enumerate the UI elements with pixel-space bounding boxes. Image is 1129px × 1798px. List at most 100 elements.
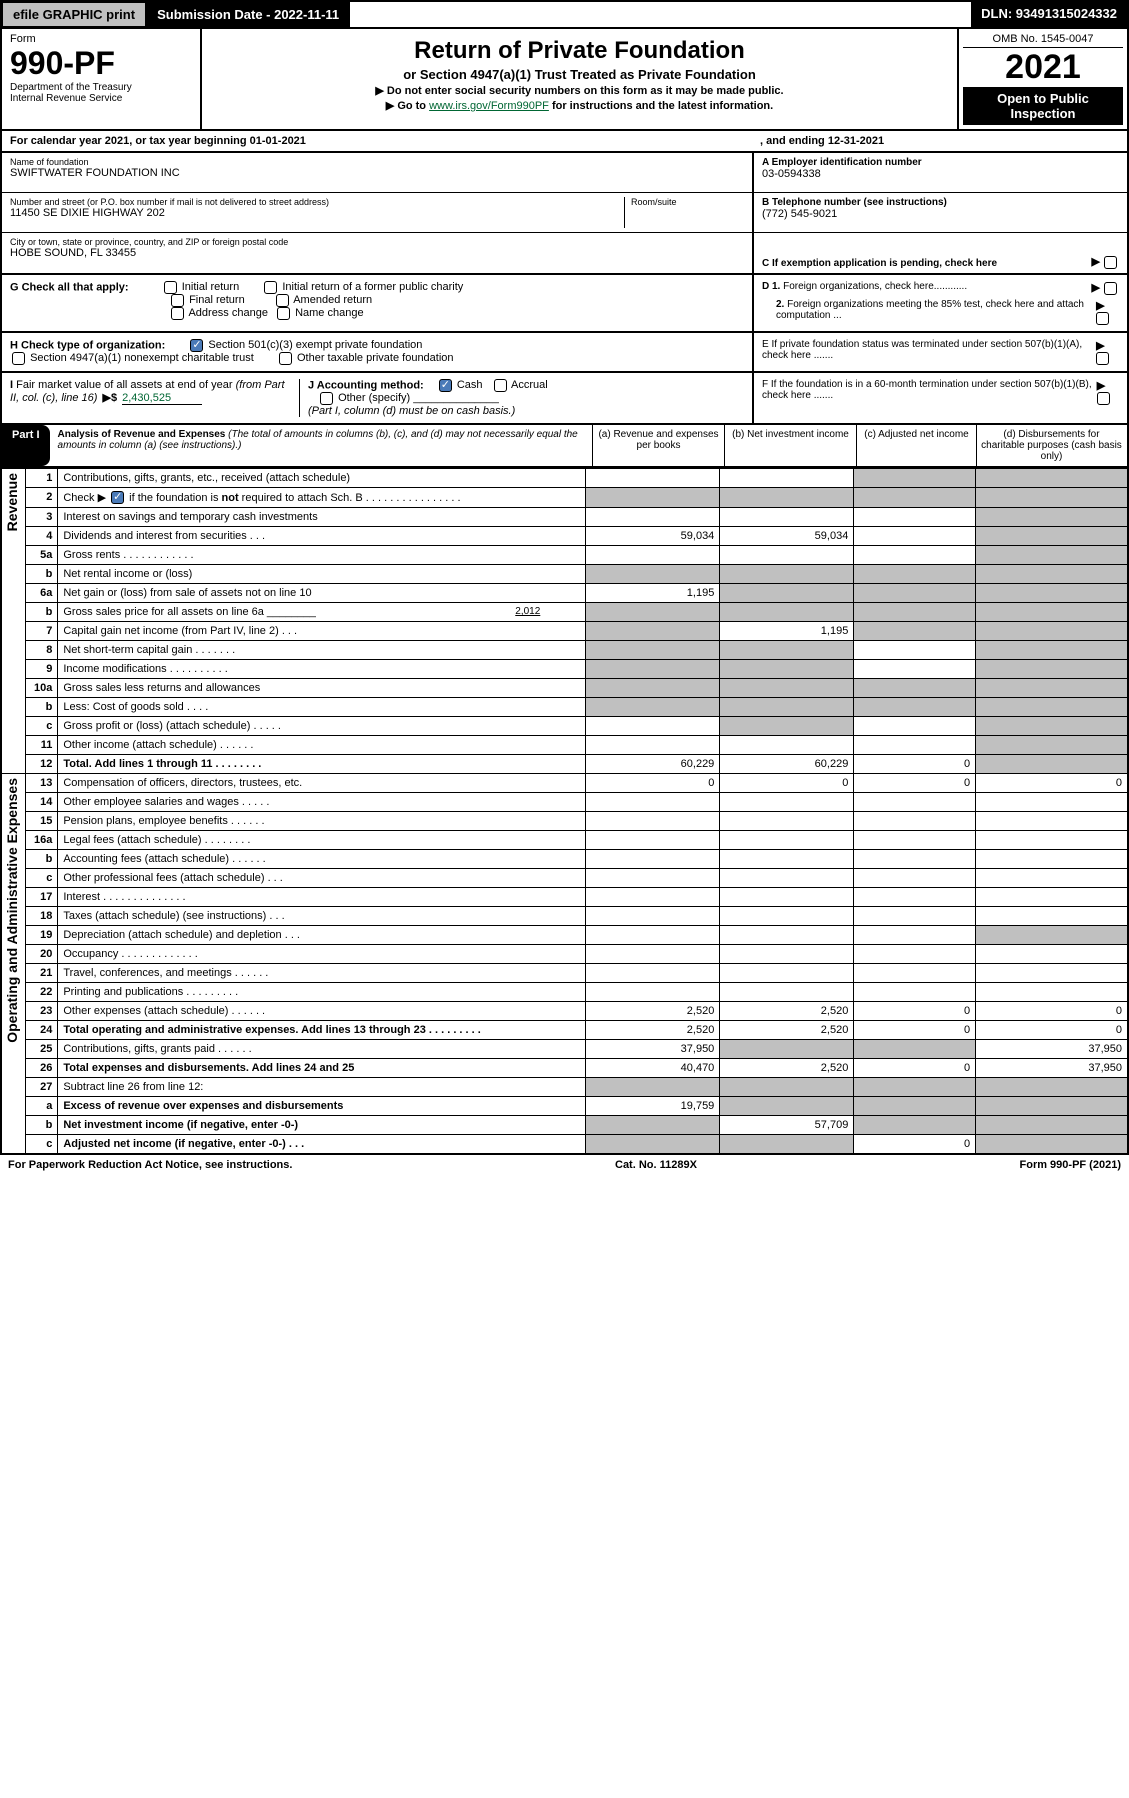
line-label: Interest . . . . . . . . . . . . . . <box>58 888 586 907</box>
submission-date-box: Submission Date - 2022-11-11 <box>146 2 350 27</box>
checkbox-f[interactable] <box>1097 392 1110 405</box>
line-label: Less: Cost of goods sold . . . . <box>58 698 586 717</box>
cell-b <box>720 1078 854 1097</box>
form-subtitle: or Section 4947(a)(1) Trust Treated as P… <box>214 67 945 82</box>
line-number: 14 <box>25 793 57 812</box>
cell-c <box>854 698 976 717</box>
cell-a <box>586 641 720 660</box>
cell-a <box>586 888 720 907</box>
cell-a: 40,470 <box>586 1059 720 1078</box>
g-label: G Check all that apply: <box>10 281 129 293</box>
instr-ssn: ▶ Do not enter social security numbers o… <box>214 84 945 97</box>
cell-a <box>586 468 720 487</box>
ein: 03-0594338 <box>762 168 1119 180</box>
checkbox-4947[interactable] <box>12 352 25 365</box>
line-label: Subtract line 26 from line 12: <box>58 1078 586 1097</box>
cell-b <box>720 1135 854 1155</box>
line-number: c <box>25 717 57 736</box>
line-label: Printing and publications . . . . . . . … <box>58 983 586 1002</box>
checkbox-c[interactable] <box>1104 256 1117 269</box>
checkbox-501c3[interactable] <box>190 339 203 352</box>
cell-d <box>976 907 1128 926</box>
table-row: bGross sales price for all assets on lin… <box>1 603 1128 622</box>
cell-a <box>586 487 720 508</box>
line-label: Gross sales less returns and allowances <box>58 679 586 698</box>
open-public-badge: Open to Public Inspection <box>963 87 1123 125</box>
line-label: Net rental income or (loss) <box>58 565 586 584</box>
checks-section-g-d: G Check all that apply: Initial return I… <box>0 275 1129 333</box>
checkbox-address-change[interactable] <box>171 307 184 320</box>
cell-c <box>854 869 976 888</box>
line-number: 21 <box>25 964 57 983</box>
line-number: 16a <box>25 831 57 850</box>
cell-c <box>854 736 976 755</box>
table-row: 11Other income (attach schedule) . . . .… <box>1 736 1128 755</box>
line-label: Legal fees (attach schedule) . . . . . .… <box>58 831 586 850</box>
cell-d <box>976 1078 1128 1097</box>
cell-c: 0 <box>854 755 976 774</box>
line-label: Travel, conferences, and meetings . . . … <box>58 964 586 983</box>
checkbox-e[interactable] <box>1096 352 1109 365</box>
cell-a <box>586 1135 720 1155</box>
table-row: 25Contributions, gifts, grants paid . . … <box>1 1040 1128 1059</box>
checkbox-d2[interactable] <box>1096 312 1109 325</box>
irs-link[interactable]: www.irs.gov/Form990PF <box>429 100 549 112</box>
cell-c <box>854 527 976 546</box>
checkbox-amended[interactable] <box>276 294 289 307</box>
table-row: 18Taxes (attach schedule) (see instructi… <box>1 907 1128 926</box>
revenue-side-label: Revenue <box>2 469 22 535</box>
efile-print-button[interactable]: efile GRAPHIC print <box>2 2 146 27</box>
form-header: Form 990-PF Department of the Treasury I… <box>0 29 1129 131</box>
cell-d <box>976 660 1128 679</box>
cell-b <box>720 717 854 736</box>
cell-d <box>976 1135 1128 1155</box>
cell-c <box>854 831 976 850</box>
line-label: Dividends and interest from securities .… <box>58 527 586 546</box>
cell-d <box>976 812 1128 831</box>
checkbox-initial-former[interactable] <box>264 281 277 294</box>
table-row: 15Pension plans, employee benefits . . .… <box>1 812 1128 831</box>
cell-b <box>720 1040 854 1059</box>
cell-a <box>586 679 720 698</box>
cell-d <box>976 698 1128 717</box>
checkbox-cash[interactable] <box>439 379 452 392</box>
line-label: Occupancy . . . . . . . . . . . . . <box>58 945 586 964</box>
line-number: a <box>25 1097 57 1116</box>
form-label: Form <box>10 33 192 45</box>
cell-d <box>976 468 1128 487</box>
cell-d: 37,950 <box>976 1040 1128 1059</box>
line-number: 5a <box>25 546 57 565</box>
cell-a: 37,950 <box>586 1040 720 1059</box>
table-row: 10aGross sales less returns and allowanc… <box>1 679 1128 698</box>
cell-a <box>586 850 720 869</box>
cell-a: 1,195 <box>586 584 720 603</box>
checkbox-initial-return[interactable] <box>164 281 177 294</box>
cell-a <box>586 1078 720 1097</box>
line-number: b <box>25 850 57 869</box>
checkbox-final-return[interactable] <box>171 294 184 307</box>
table-row: Revenue1Contributions, gifts, grants, et… <box>1 468 1128 487</box>
cell-b <box>720 508 854 527</box>
cell-a: 0 <box>586 774 720 793</box>
line-number: 20 <box>25 945 57 964</box>
cell-c <box>854 584 976 603</box>
checkbox-other-taxable[interactable] <box>279 352 292 365</box>
line-label: Gross profit or (loss) (attach schedule)… <box>58 717 586 736</box>
checkbox-other-method[interactable] <box>320 392 333 405</box>
cell-c <box>854 603 976 622</box>
cell-a <box>586 831 720 850</box>
irs-label: Internal Revenue Service <box>10 93 192 104</box>
pra-notice: For Paperwork Reduction Act Notice, see … <box>8 1159 292 1171</box>
cell-b <box>720 660 854 679</box>
checkbox-accrual[interactable] <box>494 379 507 392</box>
checkbox-name-change[interactable] <box>277 307 290 320</box>
cell-a <box>586 717 720 736</box>
line-number: 24 <box>25 1021 57 1040</box>
cell-c <box>854 679 976 698</box>
checkbox-sch-b[interactable] <box>111 491 124 504</box>
cell-d <box>976 546 1128 565</box>
cell-d <box>976 983 1128 1002</box>
cell-b <box>720 679 854 698</box>
cell-c <box>854 508 976 527</box>
checkbox-d1[interactable] <box>1104 282 1117 295</box>
